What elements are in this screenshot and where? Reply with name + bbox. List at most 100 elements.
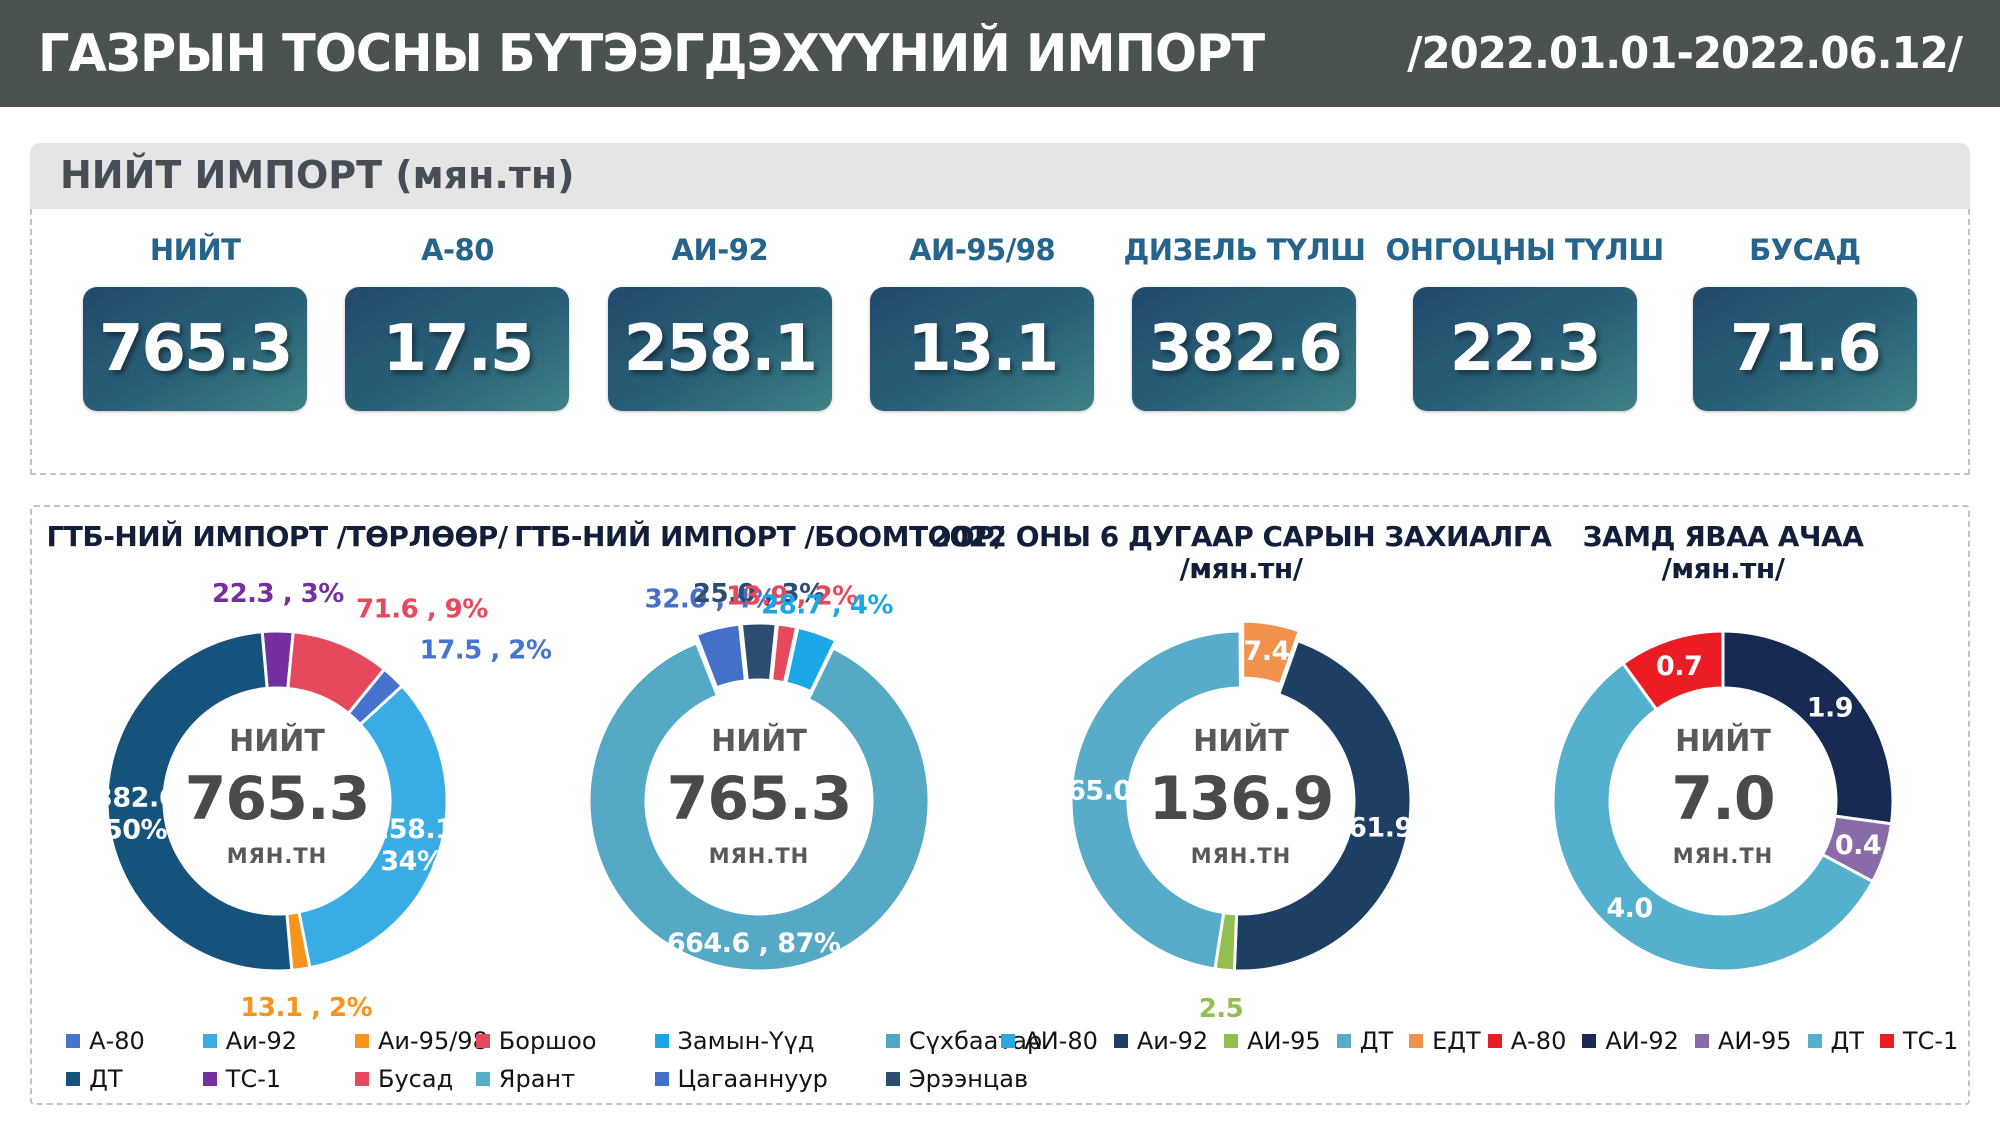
kpi-value-card: 71.6 bbox=[1692, 287, 1917, 411]
legend-label: Ярант bbox=[498, 1065, 576, 1093]
slice-label: 32.0 , 4% bbox=[645, 585, 777, 615]
legend-label: Аи-95/98 bbox=[378, 1027, 488, 1055]
legend-label: Бусад bbox=[378, 1065, 454, 1093]
legend-swatch bbox=[1409, 1034, 1424, 1048]
legend-label: ДТ bbox=[1359, 1027, 1394, 1055]
slice-label: 382.6 50% bbox=[94, 782, 177, 845]
slice-label: 4.0 bbox=[1606, 893, 1652, 924]
slice-label: 25.0 , 3% bbox=[693, 579, 825, 609]
legend-label: Боршоо bbox=[498, 1027, 597, 1055]
legend-item: Цагааннуур bbox=[654, 1065, 828, 1093]
legend-label: А-80 bbox=[1510, 1027, 1567, 1055]
legend-item: ТС-1 bbox=[202, 1065, 297, 1093]
kpi-value-card: 13.1 bbox=[870, 287, 1095, 411]
chart-legend: АИ-80 Аи-92 АИ-95 ДТ ЕДТ bbox=[1001, 1027, 1481, 1055]
legend-item: ДТ bbox=[66, 1065, 145, 1093]
donut-chart-1: ГТБ-НИЙ ИМПОРТ /ТӨРЛӨӨР/22.3 , 3% 71.6 , … bbox=[36, 520, 552, 1095]
donut-slice-5 bbox=[105, 630, 294, 973]
donut-slice-4 bbox=[587, 641, 931, 973]
legend-item: Аи-92 bbox=[202, 1027, 297, 1055]
legend-swatch bbox=[66, 1072, 81, 1086]
chart-legend: Боршоо Замын-Үүд Сүхбаатар Ярант Цагааннуур Э… bbox=[475, 1027, 1043, 1093]
legend-label: Замын-Үүд bbox=[677, 1027, 815, 1055]
donut-center-value: 136.9 bbox=[1149, 764, 1334, 834]
kpi-item: А-80 17.5 bbox=[336, 233, 578, 411]
donut-svg: 7.4 61.9 2.5 65.0 НИЙТ 136.9 МЯН.ТН bbox=[1067, 619, 1413, 1024]
legend-swatch bbox=[202, 1072, 217, 1086]
donut-center-unit: МЯН.ТН bbox=[1673, 844, 1774, 868]
donut-center-unit: МЯН.ТН bbox=[709, 844, 810, 868]
kpi-item: НИЙТ 765.3 bbox=[74, 233, 316, 411]
header-bar: ГАЗРЫН ТОСНЫ БҮТЭЭГДЭХҮҮНИЙ ИМПОРТ /2022… bbox=[0, 0, 2000, 107]
kpi-value-card: 22.3 bbox=[1412, 287, 1637, 411]
kpi-label: АИ-95/98 bbox=[909, 233, 1056, 267]
legend-item: Боршоо bbox=[475, 1027, 597, 1055]
donut-center-label: НИЙТ bbox=[711, 723, 807, 759]
kpi-label: АИ-92 bbox=[671, 233, 769, 267]
legend-label: Сүхбаатар bbox=[908, 1027, 1043, 1055]
slice-label: 258.1 34% bbox=[371, 814, 454, 877]
legend-label: ДТ bbox=[1830, 1027, 1864, 1055]
donut-svg: 32.0 , 4%25.0 , 3%13.9 , 2%28.7 , 4% 664.… bbox=[587, 579, 931, 973]
donut-slice-3 bbox=[297, 684, 449, 970]
legend-label: АИ-95 bbox=[1247, 1027, 1321, 1055]
legend-item: ДТ bbox=[1807, 1027, 1864, 1055]
donut-slice-1 bbox=[739, 621, 778, 683]
slice-label: 65.0 bbox=[1067, 775, 1132, 806]
legend-swatch bbox=[654, 1034, 669, 1048]
slice-label: 61.9 bbox=[1348, 813, 1413, 844]
legend-label: ТС-1 bbox=[1902, 1027, 1959, 1055]
donut-center-label: НИЙТ bbox=[1193, 723, 1289, 759]
chart-title: ГТБ-НИЙ ИМПОРТ /ТӨРЛӨӨР/ bbox=[46, 520, 508, 553]
legend-item: Сүхбаатар bbox=[885, 1027, 1043, 1055]
kpi-item: ОНГОЦНЫ ТҮЛШ 22.3 bbox=[1386, 233, 1664, 411]
slice-label: 664.6 , 87% bbox=[667, 928, 841, 959]
donut-chart-2: ГТБ-НИЙ ИМПОРТ /БООМТООР/32.0 , 4% 25.0 ,… bbox=[475, 521, 1042, 1095]
donut-slice-3 bbox=[1069, 629, 1242, 971]
legend-label: АИ-95 bbox=[1717, 1027, 1792, 1055]
legend-swatch bbox=[1487, 1034, 1502, 1048]
slice-label: 1.9 bbox=[1807, 693, 1853, 724]
legend-swatch bbox=[202, 1034, 217, 1048]
donut-slice-1 bbox=[1232, 639, 1413, 973]
legend-swatch bbox=[475, 1072, 490, 1086]
legend-item: Бусад bbox=[355, 1065, 488, 1093]
legend-label: Эрээнцав bbox=[908, 1065, 1029, 1093]
page-title: ГАЗРЫН ТОСНЫ БҮТЭЭГДЭХҮҮНИЙ ИМПОРТ bbox=[38, 23, 1265, 84]
slice-label: 0.4 bbox=[1835, 830, 1881, 861]
donut-center-value: 765.3 bbox=[185, 764, 370, 834]
legend-swatch bbox=[885, 1034, 900, 1048]
legend-swatch bbox=[1879, 1034, 1894, 1048]
donut-slice-3 bbox=[1621, 629, 1725, 712]
legend-item: А-80 bbox=[66, 1027, 145, 1055]
legend-item: Ярант bbox=[475, 1065, 597, 1093]
legend-item: Аи-92 bbox=[1113, 1027, 1208, 1055]
legend-swatch bbox=[1224, 1034, 1239, 1048]
legend-item: АИ-92 bbox=[1582, 1027, 1679, 1055]
chart-head: ГТБ-НИЙ ИМПОРТ /ТӨРЛӨӨР/ bbox=[46, 520, 508, 585]
slice-label: 17.5 , 2% bbox=[420, 636, 552, 666]
legend-item: ДТ bbox=[1336, 1027, 1394, 1055]
kpi-value-card: 17.5 bbox=[345, 287, 570, 411]
donut-slice-4 bbox=[1238, 629, 1243, 690]
kpi-label: БУСАД bbox=[1749, 233, 1861, 267]
donut-slice-0 bbox=[1241, 619, 1301, 687]
slice-label: 22.3 , 3% bbox=[212, 579, 344, 609]
donut-center-unit: МЯН.ТН bbox=[1191, 844, 1292, 868]
donut-center-label: НИЙТ bbox=[229, 723, 325, 759]
legend-item: АИ-95 bbox=[1694, 1027, 1792, 1055]
legend-label: ЕДТ bbox=[1432, 1027, 1481, 1055]
chart-head: ЗАМД ЯВАА АЧАА/мян.тн/ bbox=[1583, 521, 1864, 585]
legend-item: Аи-95/98 bbox=[355, 1027, 488, 1055]
kpi-value-card: 382.6 bbox=[1132, 287, 1357, 411]
kpi-label: ДИЗЕЛЬ ТҮЛШ bbox=[1123, 233, 1366, 267]
chart-title: ЗАМД ЯВАА АЧАА bbox=[1582, 520, 1864, 553]
legend-label: ДТ bbox=[89, 1065, 123, 1093]
chart-subtitle: /мян.тн/ bbox=[1179, 551, 1303, 585]
legend-label: АИ-92 bbox=[1605, 1027, 1679, 1055]
kpi-label: НИЙТ bbox=[149, 233, 241, 267]
chart-title: ГТБ-НИЙ ИМПОРТ /БООМТООР/ bbox=[514, 520, 1004, 553]
slice-label: 7.4 bbox=[1244, 636, 1290, 667]
legend-swatch bbox=[355, 1034, 369, 1048]
